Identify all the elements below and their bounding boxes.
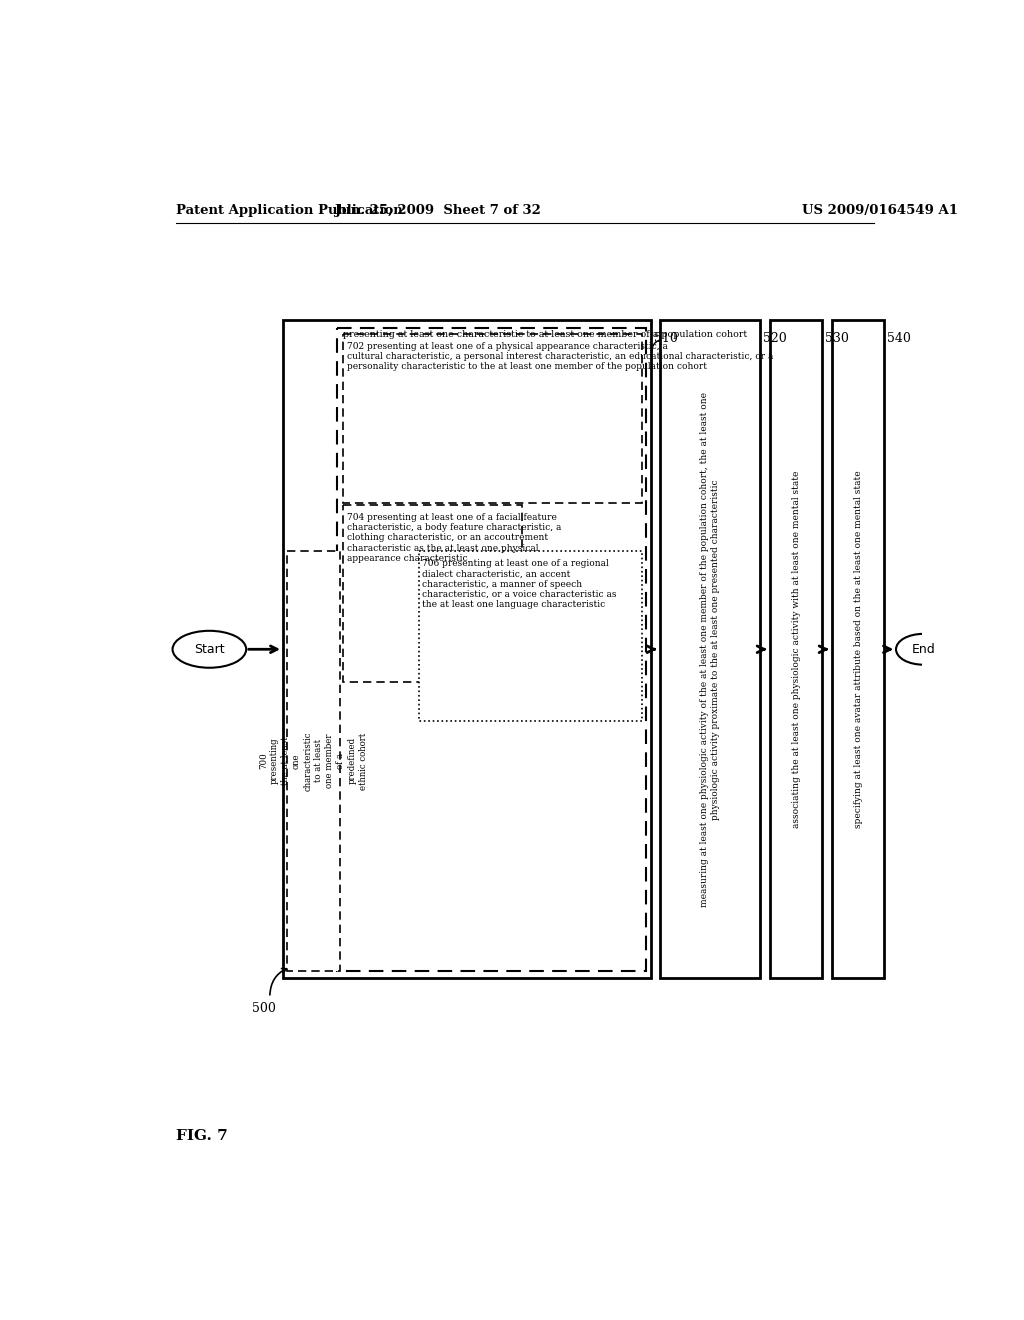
Ellipse shape (896, 634, 950, 665)
Bar (770, 321, 822, 978)
Text: specifying at least one avatar attribute based on the at least one mental state: specifying at least one avatar attribute… (854, 470, 862, 828)
Bar (831, 321, 885, 978)
Bar (337, 327, 646, 970)
Text: 530: 530 (825, 331, 849, 345)
Bar (283, 321, 651, 978)
Text: measuring at least one physiologic activity of the at least one member of the po: measuring at least one physiologic activ… (699, 392, 721, 907)
Bar (419, 552, 642, 721)
Text: Start: Start (195, 643, 224, 656)
Text: 702 presenting at least one of a physical appearance characteristic, a
cultural : 702 presenting at least one of a physica… (347, 342, 774, 371)
Text: Jun. 25, 2009  Sheet 7 of 32: Jun. 25, 2009 Sheet 7 of 32 (335, 205, 541, 218)
Text: 500: 500 (252, 1002, 275, 1015)
Text: FIG. 7: FIG. 7 (176, 1130, 227, 1143)
Bar (659, 321, 761, 978)
Text: Patent Application Publication: Patent Application Publication (176, 205, 402, 218)
Text: US 2009/0164549 A1: US 2009/0164549 A1 (802, 205, 958, 218)
Text: End: End (911, 643, 935, 656)
FancyArrowPatch shape (270, 969, 287, 995)
Text: presenting at least one characteristic to at least one member of a population co: presenting at least one characteristic t… (343, 330, 748, 339)
Ellipse shape (173, 631, 246, 668)
Text: 700
presenting
the at least
one
characteristic
to at least
one member
of a
prede: 700 presenting the at least one characte… (259, 731, 368, 791)
Text: 510: 510 (654, 331, 678, 345)
Text: 540: 540 (888, 331, 911, 345)
Text: associating the at least one physiologic activity with at least one mental state: associating the at least one physiologic… (792, 471, 801, 828)
Bar (287, 552, 340, 970)
Text: 520: 520 (764, 331, 787, 345)
Bar (343, 506, 521, 682)
Bar (343, 334, 642, 503)
Text: 706 presenting at least one of a regional
dialect characteristic, an accent
char: 706 presenting at least one of a regiona… (423, 558, 617, 610)
Text: 704 presenting at least one of a facial feature
characteristic, a body feature c: 704 presenting at least one of a facial … (347, 512, 562, 564)
